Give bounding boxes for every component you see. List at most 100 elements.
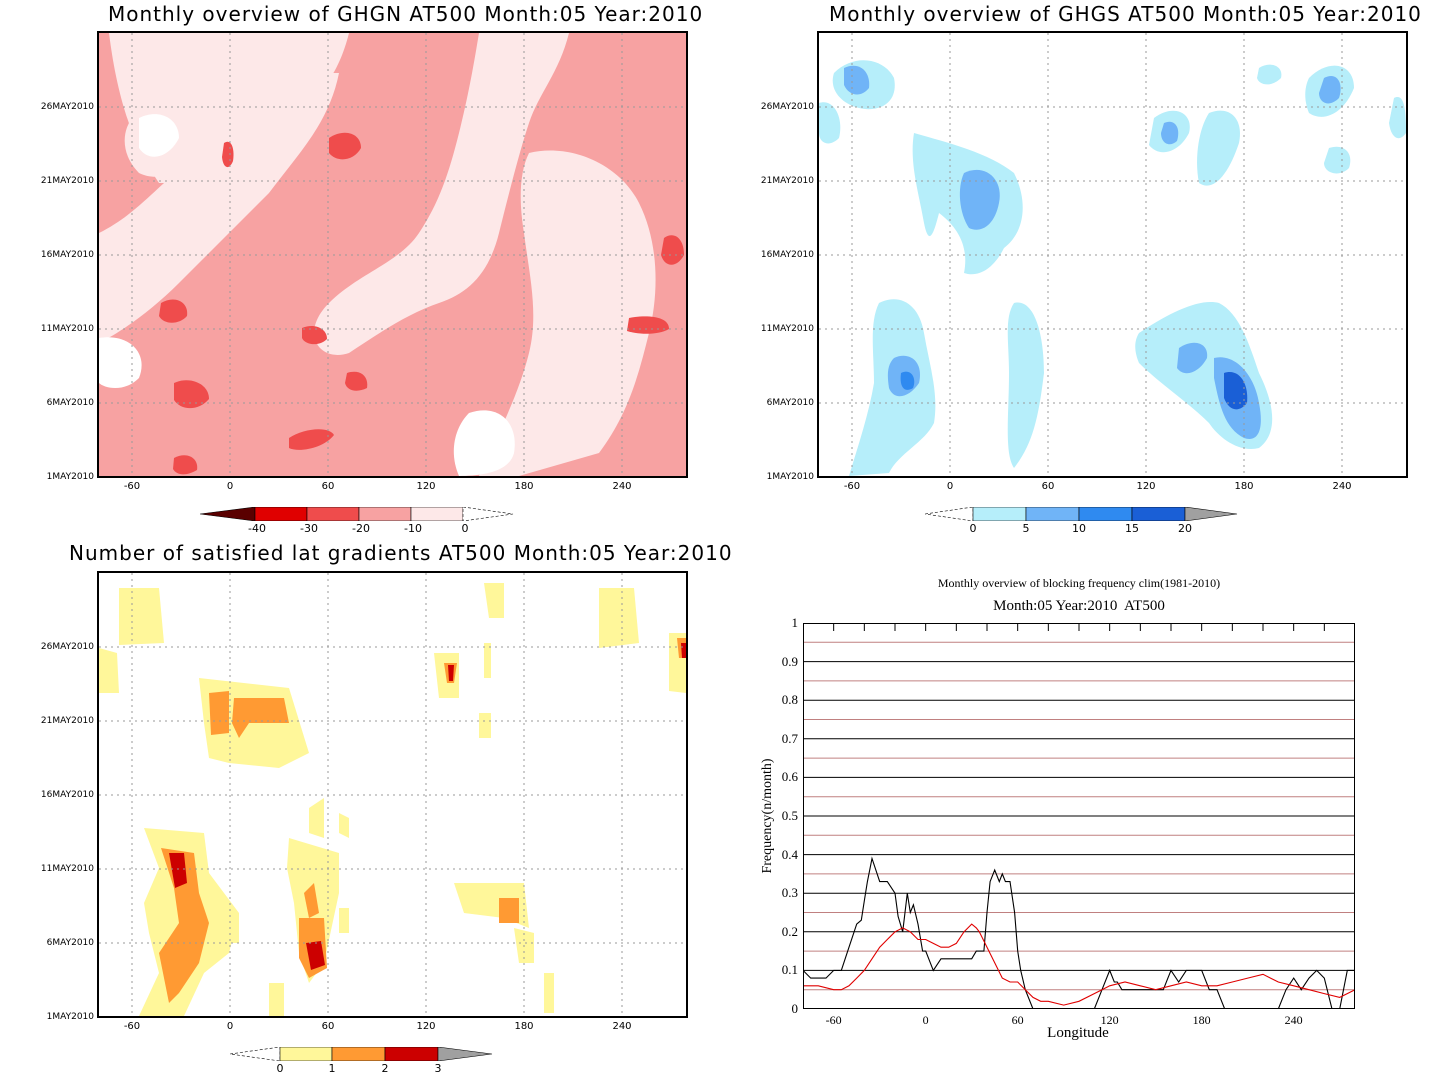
panel3-ytick: 16MAY2010 bbox=[40, 790, 94, 800]
panel1-pale-region bbox=[314, 33, 569, 355]
panel3-colorbar-label: 3 bbox=[434, 1062, 442, 1075]
panel2-colorbar-label: 15 bbox=[1125, 522, 1139, 535]
panel1-white-region bbox=[139, 114, 179, 157]
panel4-xtick: 180 bbox=[1192, 1013, 1211, 1027]
panel3-xtick: 240 bbox=[612, 1021, 632, 1032]
panel1-red-cell bbox=[173, 455, 198, 475]
panel3-xtick: 60 bbox=[321, 1021, 335, 1032]
panel4-ytick: 0 bbox=[791, 1001, 799, 1016]
panel2-light-blob bbox=[1257, 64, 1282, 85]
panel4-ytick: 0.7 bbox=[781, 730, 798, 746]
panel1-xtick: 180 bbox=[514, 481, 534, 492]
panel3-ytick: 11MAY2010 bbox=[40, 864, 94, 874]
panel4-ytick: 0.4 bbox=[781, 846, 798, 862]
panel1-colorbar-label: -30 bbox=[300, 522, 318, 535]
panel2-dark-blob bbox=[900, 371, 915, 390]
panel2-medium-blob bbox=[1161, 121, 1179, 145]
panel1-ytick: 16MAY2010 bbox=[40, 250, 94, 260]
panel3-field bbox=[99, 573, 686, 1016]
panel3-ytick: 6MAY2010 bbox=[46, 938, 94, 948]
panel2-dark-blob bbox=[1224, 372, 1248, 410]
panel4-subtitle: Month:05 Year:2010 AT500 bbox=[993, 598, 1165, 614]
panel4-xtick: 60 bbox=[1011, 1013, 1024, 1027]
panel4-ytick: 0.3 bbox=[781, 885, 798, 901]
panel3-ytick: 26MAY2010 bbox=[40, 642, 94, 652]
panel1-title: Monthly overview of GHGN AT500 Month:05 … bbox=[108, 2, 704, 26]
panel4-plot-area bbox=[803, 623, 1355, 1009]
panel1-colorbar-label: -40 bbox=[248, 522, 266, 535]
panel2-title: Monthly overview of GHGS AT500 Month:05 … bbox=[829, 2, 1422, 26]
panel2-ytick: 26MAY2010 bbox=[760, 102, 814, 112]
panel4-series-line-1 bbox=[803, 923, 1355, 1006]
panel2-light-blob bbox=[1007, 302, 1044, 468]
panel3-xtick: -60 bbox=[123, 1021, 141, 1032]
panel3-colorbar bbox=[230, 1047, 500, 1061]
panel1-ytick: 6MAY2010 bbox=[46, 398, 94, 408]
panel3-ytick: 21MAY2010 bbox=[40, 716, 94, 726]
panel1-red-cell bbox=[329, 132, 361, 160]
panel2-xtick: 180 bbox=[1234, 481, 1254, 492]
panel4-ytick: 0.1 bbox=[781, 962, 798, 978]
panel1-xtick: 0 bbox=[226, 481, 234, 492]
panel1-colorbar-label: -20 bbox=[352, 522, 370, 535]
panel2-colorbar-label: 0 bbox=[969, 522, 977, 535]
panel2-medium-blob bbox=[1319, 75, 1341, 104]
panel1-white-region bbox=[453, 410, 515, 476]
panel2-grid bbox=[819, 33, 1406, 476]
panel2-field bbox=[819, 33, 1406, 476]
panel2-medium-blob bbox=[959, 169, 1000, 230]
panel3-ytick: 1MAY2010 bbox=[46, 1012, 94, 1022]
panel1-ytick: 1MAY2010 bbox=[46, 472, 94, 482]
panel2-ytick: 11MAY2010 bbox=[760, 324, 814, 334]
panel1-pale-region bbox=[99, 73, 339, 343]
panel1-colorbar-label: 0 bbox=[461, 522, 469, 535]
panel1-red-cell bbox=[159, 299, 188, 323]
panel1-grid bbox=[99, 33, 686, 476]
panel4-ytick: 0.8 bbox=[781, 692, 798, 708]
panel4-ytick: 0.2 bbox=[781, 923, 798, 939]
panel4-xtick: 240 bbox=[1284, 1013, 1303, 1027]
panel4-frame bbox=[803, 623, 1355, 1009]
panel4-ytick: 1 bbox=[791, 615, 799, 630]
panel1-red-cell bbox=[345, 371, 368, 391]
panel4-ytick: 0.9 bbox=[781, 653, 798, 669]
panel4-series-line-0 bbox=[803, 856, 1355, 1009]
panel3-xtick: 120 bbox=[416, 1021, 436, 1032]
panel1-colorbar bbox=[200, 507, 520, 521]
panel1-xtick: 120 bbox=[416, 481, 436, 492]
panel2-light-blob bbox=[1324, 146, 1351, 174]
panel2-colorbar-label: 5 bbox=[1022, 522, 1030, 535]
panel2-light-blob bbox=[1197, 110, 1240, 186]
panel1-xtick: -60 bbox=[123, 481, 141, 492]
panel2-colorbar bbox=[925, 507, 1245, 521]
panel1-white-region bbox=[99, 337, 142, 388]
panel1-red-cell bbox=[302, 326, 327, 345]
panel2-medium-blob bbox=[844, 65, 870, 95]
panel4-xtick: 120 bbox=[1100, 1013, 1119, 1027]
panel1-xtick: 60 bbox=[321, 481, 335, 492]
panel1-plot-area bbox=[97, 31, 688, 478]
panel2-xtick: -60 bbox=[843, 481, 861, 492]
panel2-xtick: 60 bbox=[1041, 481, 1055, 492]
panel1-pale-region bbox=[479, 150, 656, 476]
panel1-ytick: 21MAY2010 bbox=[40, 176, 94, 186]
panel1-red-cell bbox=[289, 429, 334, 450]
panel2-xtick: 0 bbox=[946, 481, 954, 492]
panel2-colorbar-label: 10 bbox=[1072, 522, 1086, 535]
panel2-medium-blob bbox=[1177, 342, 1208, 374]
panel1-field bbox=[99, 33, 686, 476]
panel3-plot-area bbox=[97, 571, 688, 1018]
panel2-ytick: 1MAY2010 bbox=[766, 472, 814, 482]
panel3-colorbar-label: 1 bbox=[328, 1062, 336, 1075]
panel1-colorbar-label: -10 bbox=[404, 522, 422, 535]
panel3-colorbar-label: 0 bbox=[276, 1062, 284, 1075]
panel2-xtick: 120 bbox=[1136, 481, 1156, 492]
panel4-ytick: 0.5 bbox=[781, 808, 798, 823]
panel4-xlabel: Longitude bbox=[1047, 1025, 1109, 1041]
panel3-grid bbox=[99, 573, 686, 1016]
panel2-light-blob bbox=[819, 102, 841, 144]
panel3-red-cells bbox=[169, 643, 686, 970]
panel2-ytick: 21MAY2010 bbox=[760, 176, 814, 186]
panel1-ytick: 11MAY2010 bbox=[40, 324, 94, 334]
panel1-red-cell bbox=[222, 141, 234, 168]
